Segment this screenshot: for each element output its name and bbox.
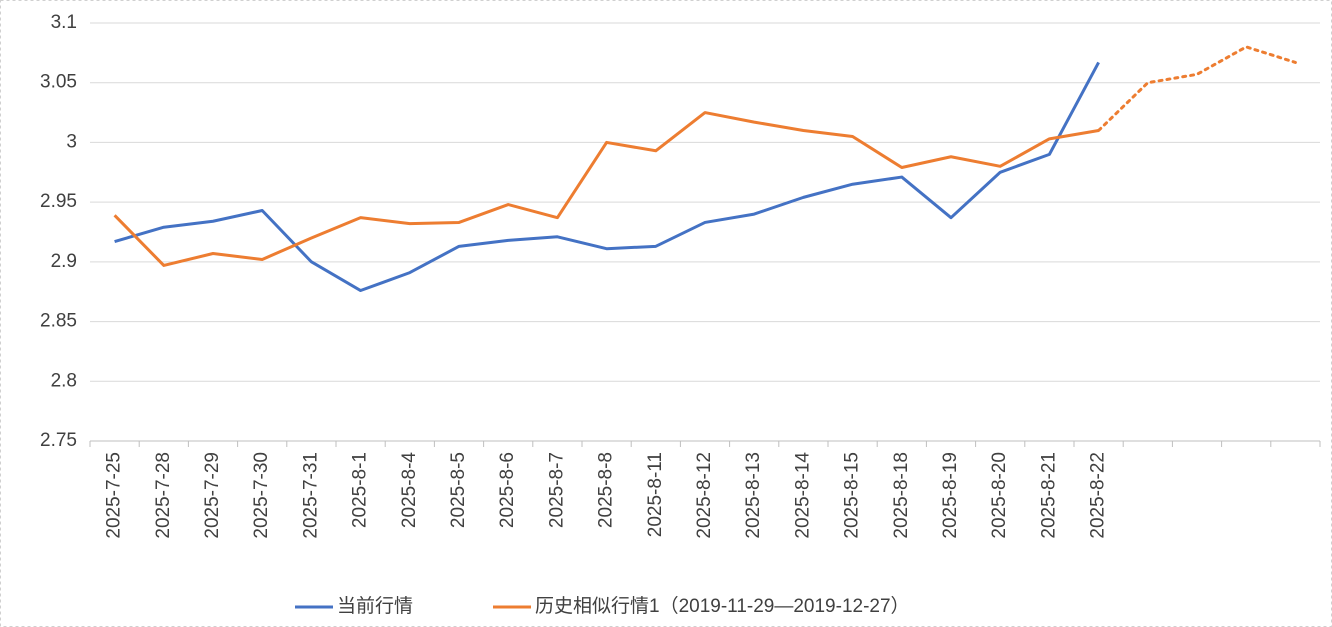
legend-label: 历史相似行情1（2019-11-29—2019-12-27） bbox=[535, 595, 910, 617]
x-tick-label: 2025-8-13 bbox=[743, 452, 764, 539]
y-tick-label: 2.95 bbox=[40, 191, 77, 212]
x-tick-label: 2025-8-8 bbox=[596, 452, 617, 528]
y-tick-label: 2.75 bbox=[40, 430, 77, 451]
x-tick-label: 2025-8-21 bbox=[1038, 452, 1059, 539]
y-tick-label: 2.8 bbox=[51, 370, 77, 391]
y-tick-label: 3.1 bbox=[51, 12, 77, 33]
y-tick-label: 3 bbox=[66, 131, 77, 152]
x-tick-label: 2025-8-11 bbox=[645, 452, 666, 537]
x-tick-label: 2025-8-15 bbox=[842, 452, 863, 539]
x-tick-label: 2025-8-7 bbox=[546, 452, 567, 528]
x-tick-label: 2025-8-12 bbox=[694, 452, 715, 539]
x-tick-label: 2025-8-19 bbox=[940, 452, 961, 539]
x-tick-label: 2025-7-29 bbox=[202, 452, 223, 539]
y-tick-label: 2.9 bbox=[51, 251, 77, 272]
x-tick-label: 2025-8-20 bbox=[989, 452, 1010, 539]
x-tick-label: 2025-8-6 bbox=[497, 452, 518, 528]
series-line bbox=[114, 61, 1100, 293]
x-tick-label: 2025-7-30 bbox=[251, 452, 272, 539]
y-tick-label: 2.85 bbox=[40, 311, 77, 332]
legend-label: 当前行情 bbox=[337, 595, 413, 617]
series-line bbox=[113, 111, 1099, 267]
x-tick-label: 2025-8-18 bbox=[891, 452, 912, 539]
x-tick-label: 2025-8-1 bbox=[350, 452, 371, 528]
x-tick-label: 2025-8-22 bbox=[1088, 452, 1109, 539]
projection-line bbox=[1097, 45, 1297, 132]
x-tick-label: 2025-8-4 bbox=[399, 452, 420, 528]
y-tick-label: 3.05 bbox=[40, 72, 77, 93]
x-tick-label: 2025-7-28 bbox=[153, 452, 174, 539]
x-tick-label: 2025-8-14 bbox=[792, 452, 813, 539]
x-tick-label: 2025-8-5 bbox=[448, 452, 469, 528]
x-tick-label: 2025-7-25 bbox=[104, 452, 125, 539]
x-tick-label: 2025-7-31 bbox=[300, 452, 321, 539]
